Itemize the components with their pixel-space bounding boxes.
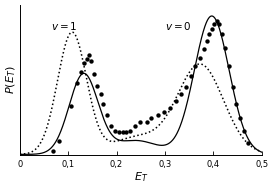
Point <box>188 74 193 77</box>
Point <box>168 106 172 109</box>
Point <box>82 62 86 65</box>
Point <box>51 149 55 152</box>
Point <box>95 84 99 87</box>
Text: $v = 0$: $v = 0$ <box>165 20 192 32</box>
Point <box>138 120 142 123</box>
Point <box>179 92 183 95</box>
Point <box>117 131 121 134</box>
Point <box>205 40 209 43</box>
Point <box>223 46 227 50</box>
Point <box>230 85 235 88</box>
Point <box>57 140 62 143</box>
Point <box>198 56 202 59</box>
Point <box>113 130 117 133</box>
Point <box>214 19 219 22</box>
Point <box>84 58 89 61</box>
Point <box>212 23 216 26</box>
Point <box>217 23 221 26</box>
Point <box>155 113 160 116</box>
Point <box>173 99 178 102</box>
Point <box>144 120 149 123</box>
Point <box>227 65 231 68</box>
Point <box>89 59 94 62</box>
Point <box>75 81 79 84</box>
Point <box>201 48 206 51</box>
Y-axis label: $P(E_T)$: $P(E_T)$ <box>5 66 19 94</box>
Point <box>162 110 166 113</box>
Point <box>133 124 137 127</box>
Text: $v = 1$: $v = 1$ <box>51 20 78 32</box>
Point <box>128 129 132 132</box>
Point <box>98 92 103 95</box>
Point <box>210 27 214 30</box>
Point <box>183 85 188 88</box>
Point <box>220 33 224 36</box>
Point <box>234 102 239 105</box>
Point <box>238 116 242 119</box>
Point <box>79 70 84 73</box>
Point <box>207 33 212 36</box>
Point <box>242 130 246 133</box>
Point <box>92 73 96 76</box>
Point <box>87 53 91 57</box>
X-axis label: $E_T$: $E_T$ <box>133 170 148 184</box>
Point <box>246 141 250 144</box>
Point <box>121 131 125 134</box>
Point <box>193 65 198 68</box>
Point <box>124 131 128 134</box>
Point <box>149 116 153 119</box>
Point <box>105 113 109 116</box>
Point <box>109 124 113 127</box>
Point <box>69 105 73 108</box>
Point <box>101 102 106 105</box>
